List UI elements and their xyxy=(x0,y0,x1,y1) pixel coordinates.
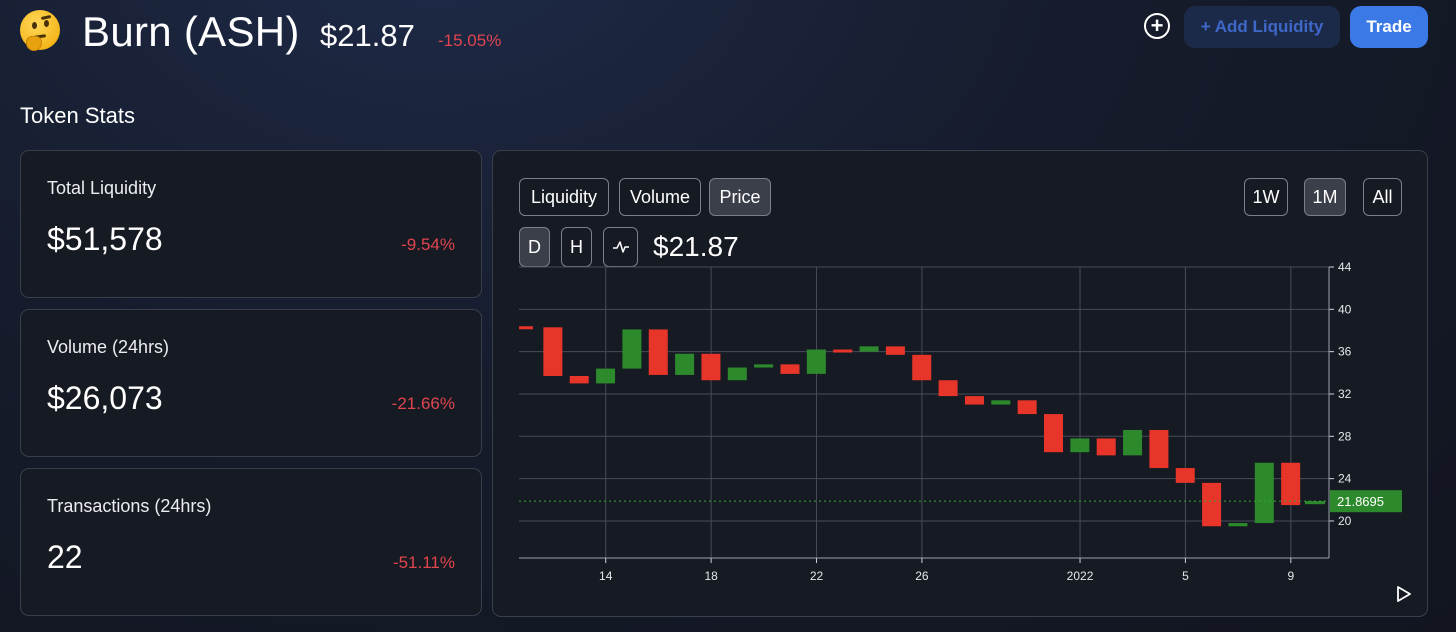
candle xyxy=(1017,400,1037,415)
page-header: Burn (ASH) $21.87 -15.05% + + Add Liquid… xyxy=(0,0,1456,70)
candle xyxy=(938,380,958,397)
stat-value: $26,073 xyxy=(47,380,163,416)
candle xyxy=(622,329,642,369)
y-tick-label: 32 xyxy=(1338,387,1352,401)
candle xyxy=(833,349,853,353)
candle xyxy=(543,327,563,376)
tab-price[interactable]: Price xyxy=(709,178,771,216)
stat-value: 22 xyxy=(47,539,83,575)
transactions-card: Transactions (24hrs) 22 -51.11% xyxy=(20,468,482,616)
add-plus-icon[interactable]: + xyxy=(1144,13,1170,39)
trade-button[interactable]: Trade xyxy=(1350,6,1428,48)
candle xyxy=(806,349,826,374)
stat-change: -51.11% xyxy=(392,553,455,572)
stat-label: Transactions (24hrs) xyxy=(47,496,212,516)
candle xyxy=(701,353,721,381)
candle xyxy=(519,326,533,330)
stat-label: Total Liquidity xyxy=(47,178,157,198)
x-tick-label: 22 xyxy=(810,569,824,583)
candle xyxy=(596,368,616,384)
chart-panel: Liquidity Volume Price 1W 1M All D H $21… xyxy=(492,150,1428,617)
candle xyxy=(885,346,905,355)
stat-change: -21.66% xyxy=(391,394,455,413)
interval-day-button[interactable]: D xyxy=(519,227,550,267)
chart-current-price: $21.87 xyxy=(653,231,739,262)
total-liquidity-card: Total Liquidity $51,578 -9.54% xyxy=(20,150,482,298)
candle xyxy=(780,364,800,374)
candle xyxy=(1254,462,1274,524)
y-tick-label: 28 xyxy=(1338,429,1352,443)
candle xyxy=(1228,523,1248,527)
tab-volume[interactable]: Volume xyxy=(619,178,701,216)
x-tick-label: 5 xyxy=(1182,569,1189,583)
token-price: $21.87 xyxy=(320,18,415,53)
candle xyxy=(1123,429,1143,456)
candle xyxy=(912,354,932,381)
candle xyxy=(1096,438,1116,456)
price-tag-background xyxy=(1330,490,1402,513)
line-chart-icon xyxy=(612,241,629,253)
x-tick-label: 9 xyxy=(1287,569,1294,583)
volume-card: Volume (24hrs) $26,073 -21.66% xyxy=(20,309,482,457)
stat-value: $51,578 xyxy=(47,221,163,257)
x-tick-label: 2022 xyxy=(1067,569,1094,583)
candle xyxy=(754,364,774,368)
candle xyxy=(1202,482,1222,527)
x-tick-label: 14 xyxy=(599,569,613,583)
candle xyxy=(1044,414,1063,453)
candle xyxy=(1149,429,1169,469)
play-icon[interactable] xyxy=(1396,585,1412,603)
candle xyxy=(1070,438,1090,453)
candle xyxy=(859,346,879,352)
y-tick-label: 36 xyxy=(1338,345,1352,359)
y-tick-label: 40 xyxy=(1338,302,1352,316)
thinking-face-icon xyxy=(20,10,60,51)
range-1w-button[interactable]: 1W xyxy=(1244,178,1288,216)
y-tick-label: 20 xyxy=(1338,514,1352,528)
y-tick-label: 24 xyxy=(1338,472,1352,486)
y-tick-label: 44 xyxy=(1338,260,1352,274)
candle xyxy=(1175,468,1195,483)
price-tag-label: 21.8695 xyxy=(1337,494,1384,509)
candle xyxy=(991,400,1011,405)
token-price-change: -15.05% xyxy=(438,31,502,50)
stat-change: -9.54% xyxy=(401,235,455,254)
candle xyxy=(727,367,747,381)
candle xyxy=(569,375,589,384)
range-1m-button[interactable]: 1M xyxy=(1304,178,1346,216)
stat-label: Volume (24hrs) xyxy=(47,337,170,357)
token-stats-title: Token Stats xyxy=(20,103,135,128)
candle xyxy=(964,396,984,405)
token-title: Burn (ASH) xyxy=(82,8,300,55)
x-tick-label: 18 xyxy=(704,569,718,583)
candle xyxy=(1281,462,1301,506)
price-candlestick-chart[interactable]: 20 24 28 32 36 40 44 14 18 22 26 2022 5 9 21.8695 xyxy=(493,151,1427,616)
x-tick-label: 26 xyxy=(915,569,929,583)
candle xyxy=(648,329,668,375)
candle xyxy=(675,353,695,375)
tab-liquidity[interactable]: Liquidity xyxy=(519,178,609,216)
candle xyxy=(1305,501,1325,505)
add-liquidity-button[interactable]: + Add Liquidity xyxy=(1184,6,1340,48)
range-all-button[interactable]: All xyxy=(1363,178,1402,216)
